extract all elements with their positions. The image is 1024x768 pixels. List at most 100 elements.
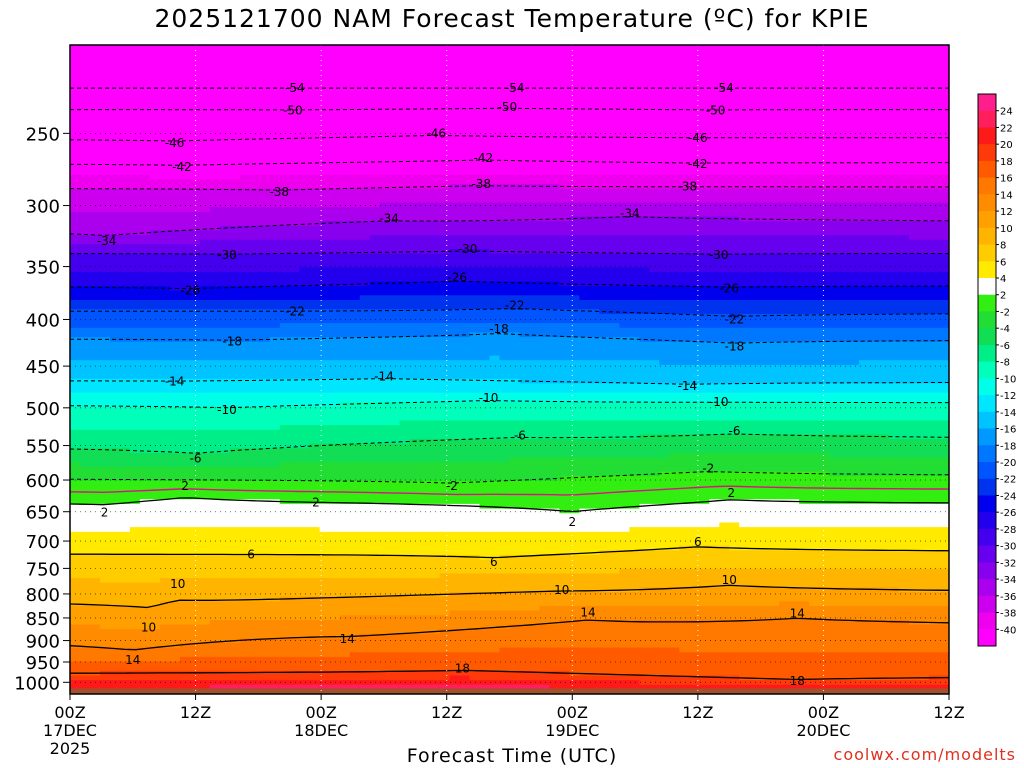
colorbar-frame <box>977 93 997 647</box>
contour-label: -46 <box>165 136 185 150</box>
x-tick-label: 00Z <box>808 703 839 722</box>
colorbar-label: 22 <box>1000 123 1013 134</box>
x-tick-label: 12Z <box>180 703 211 722</box>
contour-label: -2 <box>702 462 714 476</box>
x-tick-label: 00Z <box>54 703 85 722</box>
colorbar-swatch <box>978 612 996 630</box>
colorbar-label: -20 <box>1000 458 1016 469</box>
contour-label: -30 <box>217 248 237 262</box>
colorbar-swatch <box>978 495 996 513</box>
colorbar-label: 12 <box>1000 207 1013 218</box>
colorbar-swatch <box>978 528 996 547</box>
x-tick-label: 12Z <box>933 703 964 722</box>
x-tick-label: 00Z <box>305 703 336 722</box>
contour-label: 6 <box>694 535 702 549</box>
contour-label: -10 <box>217 403 237 417</box>
colorbar-swatch <box>978 311 996 329</box>
contour-label: 18 <box>455 662 470 676</box>
contour-label: 14 <box>580 605 595 619</box>
colorbar-swatch <box>978 328 996 346</box>
contour-label: -38 <box>471 177 491 191</box>
colorbar-label: -16 <box>1000 425 1016 436</box>
colorbar-label: -30 <box>1000 542 1016 553</box>
contour-label: -30 <box>709 248 729 262</box>
colorbar-label: 4 <box>1000 274 1006 285</box>
contour-label: -54 <box>714 81 734 95</box>
contour-label: 6 <box>247 547 255 561</box>
colorbar-swatch <box>978 445 996 463</box>
colorbar-swatch <box>978 579 996 597</box>
colorbar-swatch <box>978 595 996 614</box>
contour-label: 14 <box>340 632 355 646</box>
x-tick-label: 00Z <box>557 703 588 722</box>
colorbar-label: -38 <box>1000 609 1016 620</box>
contour-label: -54 <box>285 81 305 95</box>
colorbar-label: -14 <box>1000 408 1016 419</box>
contour-label: 10 <box>170 577 185 591</box>
y-tick-label: 550 <box>26 437 60 458</box>
contour-label: -22 <box>285 304 305 318</box>
x-tick-date: 17DEC <box>43 721 97 740</box>
x-tick-date: 19DEC <box>545 721 599 740</box>
y-tick-label: 600 <box>26 471 60 492</box>
colorbar-swatch <box>978 194 996 212</box>
y-tick-label: 700 <box>26 532 60 553</box>
ground-band <box>70 688 949 694</box>
contour-label: -26 <box>447 271 467 285</box>
contour-label: -22 <box>725 312 745 326</box>
colorbar-label: 24 <box>1000 107 1013 118</box>
colorbar-label: -26 <box>1000 508 1016 519</box>
contour-label: 10 <box>554 583 569 597</box>
colorbar-swatch <box>978 629 996 647</box>
colorbar-swatch <box>978 294 996 312</box>
y-tick-label: 350 <box>26 258 60 279</box>
colorbar-swatch <box>978 261 996 279</box>
contour-label: -50 <box>283 104 303 118</box>
colorbar-label: -34 <box>1000 575 1016 586</box>
colorbar-label: 8 <box>1000 241 1006 252</box>
x-tick-label: 12Z <box>431 703 462 722</box>
colorbar-swatch <box>978 411 996 430</box>
colorbar-swatch <box>978 144 996 162</box>
contour-label: 2 <box>101 505 109 519</box>
colorbar-swatch <box>978 177 996 195</box>
colorbar-swatch <box>978 562 996 580</box>
contour-label: 2 <box>728 486 736 500</box>
contour-label: -6 <box>728 424 740 438</box>
colorbar-swatch <box>978 395 996 413</box>
contour-label: -2 <box>446 479 458 493</box>
contour-label: -38 <box>269 185 289 199</box>
contour-label: -34 <box>620 206 640 220</box>
colorbar-swatch <box>978 478 996 496</box>
y-tick-label: 1000 <box>14 673 60 694</box>
credit-link[interactable]: coolwx.com/modelts <box>833 745 1016 764</box>
colorbar-swatch <box>978 462 996 480</box>
contour-label: -10 <box>479 391 499 405</box>
colorbar-label: -18 <box>1000 441 1016 452</box>
colorbar-swatch <box>978 361 996 379</box>
contour-label: -18 <box>222 335 242 349</box>
colorbar-swatch <box>978 428 996 446</box>
y-tick-label: 800 <box>26 585 60 606</box>
colorbar-swatch <box>978 127 996 145</box>
contour-label: 18 <box>790 674 805 688</box>
colorbar-label: -40 <box>1000 625 1016 636</box>
contour-label: -10 <box>709 395 729 409</box>
contour-label: -46 <box>688 131 708 145</box>
colorbar-label: -28 <box>1000 525 1016 536</box>
colorbar-swatch <box>978 378 996 396</box>
colorbar-swatch <box>978 110 996 128</box>
colorbar-swatch <box>978 278 996 296</box>
contour-label: -54 <box>505 81 525 95</box>
colorbar-label: 20 <box>1000 140 1013 151</box>
colorbar-label: -6 <box>1000 341 1010 352</box>
contour-line <box>70 669 949 681</box>
contour-label: -26 <box>719 282 739 296</box>
y-tick-label: 250 <box>26 124 60 145</box>
x-axis-label: Forecast Time (UTC) <box>406 745 618 767</box>
y-tick-label: 850 <box>26 609 60 630</box>
contour-label: -34 <box>379 212 399 226</box>
contour-label: -14 <box>678 379 698 393</box>
contour-label: -46 <box>426 126 446 140</box>
